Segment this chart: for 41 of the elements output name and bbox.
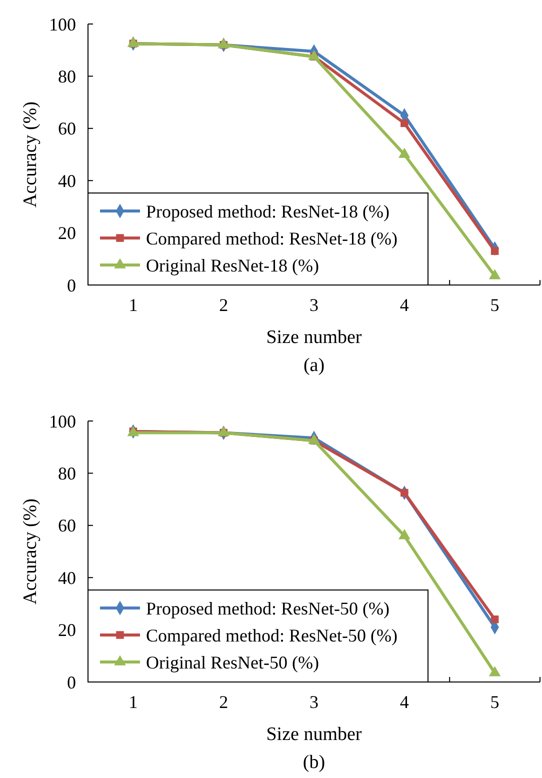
x-tick-label: 4 xyxy=(400,692,409,712)
y-tick-label: 80 xyxy=(58,464,76,484)
legend-label: Proposed method: ResNet-50 (%) xyxy=(146,598,390,618)
point xyxy=(490,615,499,624)
point xyxy=(400,119,408,128)
x-axis-title: Size number xyxy=(266,327,362,348)
y-tick-label: 100 xyxy=(49,411,76,432)
y-tick-label: 20 xyxy=(58,223,76,244)
y-tick-label: 100 xyxy=(49,14,76,34)
point xyxy=(490,247,499,255)
point xyxy=(400,488,408,497)
y-tick-label: 60 xyxy=(58,516,76,536)
y-axis-title: Accuracy (%) xyxy=(20,101,41,208)
legend-label: Compared method: ResNet-18 (%) xyxy=(146,228,398,248)
y-tick-label: 60 xyxy=(58,118,76,139)
legend-label: Original ResNet-50 (%) xyxy=(146,652,319,672)
y-tick-label: 40 xyxy=(58,170,76,191)
text: (a) xyxy=(303,355,325,376)
point xyxy=(398,529,410,540)
x-tick-label: 5 xyxy=(490,295,500,315)
legend-label: Proposed method: ResNet-18 (%) xyxy=(146,201,390,222)
x-tick-label: 1 xyxy=(128,295,138,315)
x-tick-label: 3 xyxy=(310,692,318,712)
x-tick-label: 2 xyxy=(219,692,228,712)
y-tick-label: 0 xyxy=(67,672,76,692)
y-tick-label: 0 xyxy=(67,275,76,296)
x-tick-label: 4 xyxy=(400,295,409,315)
x-tick-label: 3 xyxy=(310,295,318,315)
x-tick-label: 1 xyxy=(128,692,138,712)
y-axis-title: Accuracy (%) xyxy=(20,498,41,605)
x-tick-label: 2 xyxy=(219,295,228,315)
legend-label: Original ResNet-18 (%) xyxy=(146,255,319,276)
y-tick-label: 20 xyxy=(58,620,76,640)
y-tick-label: 40 xyxy=(58,568,76,588)
point xyxy=(488,269,501,280)
x-axis-title: Size number xyxy=(266,724,362,745)
legend-label: Compared method: ResNet-50 (%) xyxy=(146,625,398,646)
y-tick-label: 80 xyxy=(58,66,76,86)
x-tick-label: 5 xyxy=(490,692,500,712)
point xyxy=(488,666,501,676)
text: (b) xyxy=(302,752,326,773)
